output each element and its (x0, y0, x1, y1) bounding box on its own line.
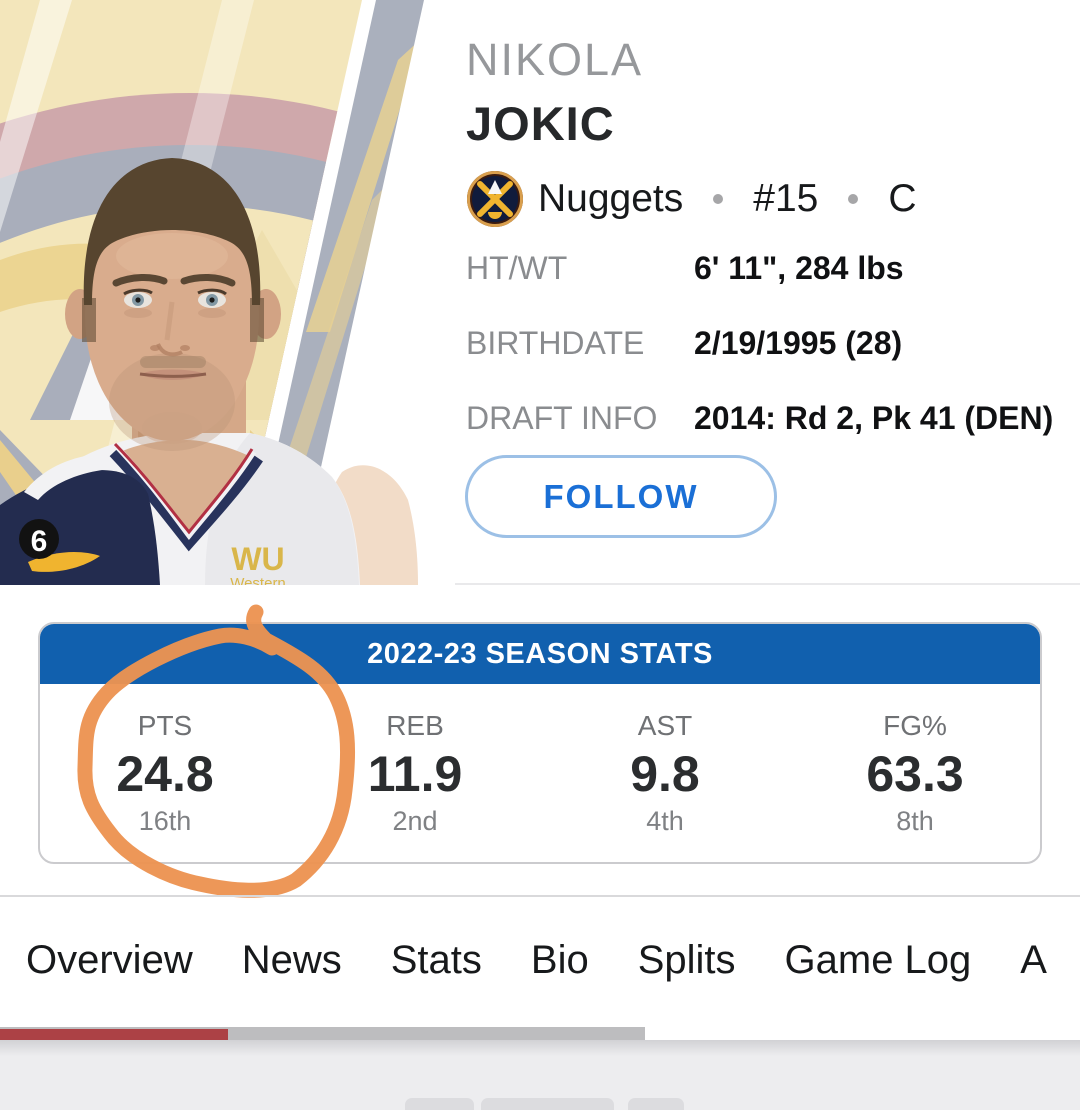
player-header: 6 WU Western (0, 0, 1080, 585)
stat-col-ast: AST 9.8 4th (540, 710, 790, 837)
bio-row-htwt: HT/WT 6' 11", 284 lbs (466, 250, 1053, 325)
bio-value: 2/19/1995 (28) (694, 325, 903, 361)
stat-rank: 8th (896, 805, 934, 836)
stat-rank: 4th (646, 805, 684, 836)
stat-value: 9.8 (630, 746, 700, 802)
stat-value: 11.9 (367, 746, 463, 802)
player-figure: 6 WU Western (0, 158, 418, 585)
nuggets-team-logo-icon[interactable] (466, 170, 524, 228)
season-stats-columns: PTS 24.8 16th REB 11.9 2nd AST 9.8 4th F… (40, 684, 1040, 837)
tab-stats[interactable]: Stats (390, 938, 482, 982)
stat-rank: 16th (138, 805, 192, 836)
stat-label: REB (386, 710, 444, 741)
player-last-name: JOKIC (466, 97, 615, 150)
tab-overview[interactable]: Overview (26, 938, 193, 982)
team-row: Nuggets #15 C (466, 168, 917, 230)
player-headshot-photo: 6 WU Western (0, 0, 455, 585)
separator-dot-icon (848, 194, 859, 204)
tab-gamelog[interactable]: Game Log (784, 938, 972, 982)
season-stats-card: 2022-23 SEASON STATS PTS 24.8 16th REB 1… (38, 622, 1042, 864)
player-tab-bar: Overview News Stats Bio Splits Game Log … (26, 938, 1080, 983)
stat-label: PTS (137, 710, 193, 741)
stat-col-fgpct: FG% 63.3 8th (790, 710, 1040, 837)
diagonal-stripe-accent (247, 0, 436, 585)
bio-value: 6' 11", 284 lbs (694, 250, 904, 286)
peeking-element (405, 1098, 474, 1110)
bio-row-draftinfo: DRAFT INFO 2014: Rd 2, Pk 41 (DEN) (466, 400, 1053, 475)
peeking-element (628, 1098, 684, 1110)
tab-advanced-truncated[interactable]: A (1020, 938, 1047, 982)
player-first-name: NIKOLA (466, 34, 644, 85)
tab-news[interactable]: News (241, 938, 342, 982)
bio-value: 2014: Rd 2, Pk 41 (DEN) (694, 400, 1054, 436)
bio-label: BIRTHDATE (466, 325, 645, 361)
team-name[interactable]: Nuggets (538, 177, 684, 220)
peeking-element (481, 1098, 614, 1110)
stat-col-reb: REB 11.9 2nd (290, 710, 540, 837)
jersey-patch-number: 6 (31, 525, 48, 558)
tab-bio[interactable]: Bio (530, 938, 589, 982)
stat-rank: 2nd (392, 805, 438, 836)
jersey-sponsor-wu: WU (231, 541, 284, 577)
active-tab-indicator (0, 1029, 228, 1040)
stat-value: 63.3 (866, 746, 964, 802)
jersey-sponsor-western: Western (230, 575, 286, 585)
player-position: C (888, 177, 917, 220)
bio-row-birthdate: BIRTHDATE 2/19/1995 (28) (466, 325, 1053, 400)
stat-value: 24.8 (116, 746, 214, 802)
stat-label: FG% (883, 710, 947, 741)
bio-label: DRAFT INFO (466, 400, 658, 436)
player-bio: HT/WT 6' 11", 284 lbs BIRTHDATE 2/19/199… (466, 250, 1053, 475)
content-area-below (0, 1040, 1080, 1110)
tab-splits[interactable]: Splits (637, 938, 736, 982)
jersey-number: #15 (753, 177, 819, 220)
bio-label: HT/WT (466, 250, 568, 286)
stat-label: AST (637, 710, 693, 741)
follow-button[interactable]: FOLLOW (465, 455, 777, 538)
stat-col-pts: PTS 24.8 16th (40, 710, 290, 837)
separator-dot-icon (713, 194, 724, 204)
season-stats-title: 2022-23 SEASON STATS (40, 624, 1040, 684)
section-divider (0, 895, 1080, 897)
